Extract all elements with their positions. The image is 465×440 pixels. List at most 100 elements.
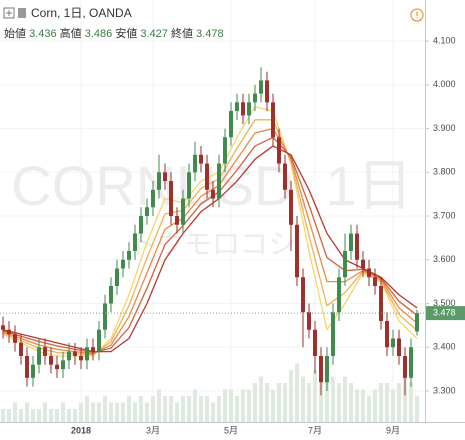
volume-bar (144, 402, 150, 422)
candle-body (31, 364, 35, 378)
x-tick-label: 7月 (308, 425, 322, 435)
watermark: CORNUSD, 1日 トウモロコシ (11, 154, 412, 260)
alert-icon[interactable] (410, 8, 424, 22)
y-tick-label: 4.000 (433, 79, 456, 89)
y-tick-label: 3.700 (433, 210, 456, 220)
volume-bar (348, 383, 354, 422)
volume-bar (198, 396, 204, 422)
candle-body (139, 216, 143, 234)
volume-bar (162, 396, 168, 422)
candle-body (91, 347, 95, 352)
candle-body (97, 329, 101, 352)
volume-bar (216, 396, 222, 422)
candle-body (373, 277, 377, 286)
candle-body (241, 102, 245, 116)
header: Corn, 1日, OANDA 始値 3.436 高値 3.486 安値 3.4… (3, 6, 424, 40)
candle-body (211, 189, 215, 199)
ohlc-label: 終値 (171, 26, 193, 40)
candle-body (175, 216, 179, 225)
candle-body (55, 364, 59, 370)
volume-bar (48, 409, 54, 422)
candle-body (337, 277, 341, 313)
y-tick-label: 3.400 (433, 342, 456, 352)
x-tick-label: 5月 (224, 425, 238, 435)
volume-bar (36, 409, 42, 422)
candle-body (361, 259, 365, 269)
candle-body (169, 181, 173, 217)
y-tick-label: 3.300 (433, 385, 456, 395)
watermark-subtext: トウモロコシ (128, 228, 296, 259)
x-tick-label: 3月 (146, 425, 160, 435)
y-tick-label: 3.900 (433, 123, 456, 133)
ohlc-label: 高値 (60, 26, 82, 40)
volume-bar (222, 389, 228, 422)
moving-average-line (2, 145, 418, 353)
volume-bar (378, 383, 384, 422)
volume-bar (120, 402, 126, 422)
candle-body (229, 111, 233, 138)
volume-bar (114, 402, 120, 422)
candle-body (133, 233, 137, 252)
y-tick-label: 4.100 (433, 35, 456, 45)
candle-body (67, 351, 71, 361)
volume-bar (108, 402, 114, 422)
candle-body (289, 189, 293, 225)
volume-bar (396, 383, 402, 422)
icon[interactable] (3, 7, 15, 19)
volume-bar (192, 389, 198, 422)
candle-body (343, 251, 347, 278)
icon[interactable] (18, 8, 26, 18)
volume-bar (366, 396, 372, 422)
ohlc-value: 3.478 (196, 28, 224, 40)
candle-body (223, 137, 227, 164)
volume-bar (210, 402, 216, 422)
candle-body (163, 172, 167, 182)
volume-bar (330, 376, 336, 422)
candle-body (379, 285, 383, 321)
candle-body (61, 360, 65, 370)
volume-bar (18, 409, 24, 422)
volume-bar (126, 396, 132, 422)
candle-body (199, 154, 203, 164)
candle-body (313, 329, 317, 356)
volume-bar (270, 389, 276, 422)
x-tick-label: 2018 (71, 425, 91, 435)
candle-body (385, 320, 389, 348)
candle-body (43, 347, 47, 356)
ohlc-label: 安値 (115, 26, 137, 40)
candle-body (325, 355, 329, 383)
ohlc-value: 3.427 (140, 28, 168, 40)
candle-body (367, 268, 371, 278)
moving-average-line (2, 127, 418, 355)
volume-bar (246, 389, 252, 422)
moving-average-line (2, 136, 418, 354)
volume-bar (414, 396, 420, 422)
volume-bar (150, 396, 156, 422)
candle-body (145, 207, 149, 217)
volume-bar (138, 396, 144, 422)
candle-body (49, 355, 53, 365)
volume-bar (102, 396, 108, 422)
candles (1, 67, 419, 396)
candle-body (193, 154, 197, 173)
volume-bar (78, 402, 84, 422)
candle-body (151, 189, 155, 208)
ohlc-value: 3.436 (29, 28, 57, 40)
candle-body (115, 268, 119, 286)
candle-body (73, 351, 77, 356)
icon (6, 10, 12, 16)
candle-body (187, 172, 191, 199)
volume-bar (30, 409, 36, 422)
volume-bar (54, 409, 60, 422)
candle-body (397, 338, 401, 356)
candle-body (217, 163, 221, 199)
volume-bar (24, 402, 30, 422)
chart-title: Corn, 1日, OANDA (31, 6, 132, 20)
volume-bar (264, 383, 270, 422)
candle-body (79, 355, 83, 361)
candle-body (13, 334, 17, 343)
volume-bar (282, 383, 288, 422)
volume-bar (60, 402, 66, 422)
ohlc-label: 始値 (4, 26, 26, 40)
